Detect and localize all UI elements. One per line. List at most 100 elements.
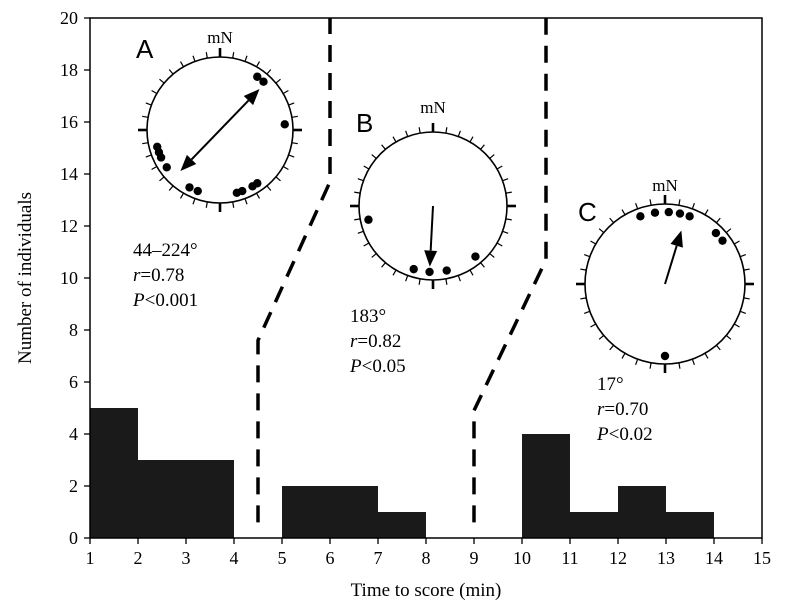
panel-a-compass-tick — [266, 69, 272, 75]
panel-b-data-point — [364, 215, 373, 224]
panel-a-data-point — [153, 142, 162, 152]
panel-a-compass-tick — [142, 115, 149, 118]
y-tick-label-12: 12 — [60, 216, 78, 236]
panel-a-compass-tick — [192, 198, 196, 205]
panel-a-compass-tick — [275, 78, 281, 84]
panel-b-compass-tick — [469, 269, 474, 276]
panel-b-compass-tick — [480, 262, 485, 268]
panel-a-compass-tick — [205, 201, 208, 208]
panel-b-compass-tick — [489, 253, 495, 258]
panel-a-north-label: mN — [207, 28, 233, 47]
panel-c-data-point — [650, 208, 660, 217]
panel-b-compass-tick — [502, 178, 509, 182]
y-tick-label-10: 10 — [60, 268, 78, 288]
histogram-bar-5 — [378, 512, 426, 538]
panel-b-compass-tick — [480, 144, 485, 150]
panel-a-compass-tick — [151, 165, 158, 171]
panel-letter-b: B — [356, 108, 373, 138]
panel-c-compass-tick — [590, 240, 597, 245]
panel-a-compass-tick — [255, 61, 261, 68]
x-tick-label-13: 13 — [657, 548, 675, 568]
panel-a-data-point — [253, 72, 262, 81]
panel-b-north-label: mN — [420, 98, 446, 117]
panel-c-compass-tick — [598, 334, 605, 340]
panel-b-compass-tick — [496, 165, 503, 170]
x-tick-label-14: 14 — [705, 548, 723, 568]
panel-b-data-point — [409, 264, 418, 274]
histogram-bar-4 — [330, 486, 378, 538]
panel-c-compass-tick — [739, 254, 747, 258]
histogram-bar-9 — [666, 512, 714, 538]
panel-a-compass-tick — [244, 55, 248, 62]
panel-b-compass-tick — [363, 242, 370, 247]
histogram-bar-2 — [186, 460, 234, 538]
panel-b-compass-tick — [354, 218, 361, 221]
panel-letter-c: C — [578, 197, 597, 227]
panel-c-data-point — [636, 212, 645, 221]
panel-a-data-point — [185, 183, 194, 192]
bars-layer — [90, 408, 714, 538]
panel-b-compass-tick — [457, 275, 461, 282]
panel-c-data-point — [685, 212, 694, 221]
panel-c-compass-tick — [609, 344, 615, 351]
panel-c-data-point — [718, 236, 727, 245]
panel-a-compass-tick — [192, 55, 196, 62]
x-tick-label-5: 5 — [278, 548, 287, 568]
panel-c-data-point — [675, 209, 685, 218]
panel-b-data-point — [425, 267, 434, 277]
panel-a-compass-tick — [288, 102, 295, 106]
panel-b-angle-text: 183° — [350, 306, 386, 327]
panel-b-mean-arrowhead — [424, 250, 438, 267]
panel-b-r-text: r=0.82 — [350, 331, 401, 352]
panel-b-compass-tick — [496, 242, 503, 247]
panel-c-p-text: P<0.02 — [596, 424, 653, 445]
panel-c-north-label: mN — [652, 176, 678, 195]
panel-a-compass-tick — [244, 198, 248, 205]
panel-b-compass-tick — [418, 127, 421, 134]
panel-b-compass-tick — [502, 230, 509, 234]
y-tick-label-20: 20 — [60, 8, 78, 28]
panel-c-compass-tick — [691, 358, 695, 366]
panel-a-compass-tick — [282, 89, 289, 95]
y-tick-label-18: 18 — [60, 60, 78, 80]
x-tick-label-2: 2 — [134, 548, 143, 568]
panel-a-compass-tick — [232, 201, 235, 208]
x-axis-title: Time to score (min) — [351, 580, 502, 601]
panel-b-compass-tick — [405, 275, 409, 282]
panel-b-compass-tick — [457, 130, 461, 137]
panel-a-compass-tick — [291, 115, 298, 118]
y-tick-label-8: 8 — [69, 320, 78, 340]
panel-a-data-point — [248, 182, 257, 191]
panel-a-compass-tick — [179, 192, 185, 199]
panel-b-compass-tick — [392, 269, 397, 276]
panel-b-compass-tick — [505, 218, 512, 221]
panel-b-compass-tick — [418, 278, 421, 285]
panel-a-compass-tick — [168, 185, 174, 191]
panel-b-compass-tick — [505, 191, 512, 194]
panel-c-compass-tick — [704, 352, 709, 359]
dividers-layer — [256, 18, 548, 523]
panel-b-compass-tick — [445, 278, 448, 285]
histogram-bar-0 — [90, 408, 138, 538]
panel-c-compass-tick — [715, 217, 721, 224]
circular-panel-c: C mN 17° r=0.70 P<0.02 — [576, 176, 754, 445]
panel-a-compass-tick — [266, 185, 272, 191]
panel-c-compass-tick — [583, 254, 591, 258]
y-tick-label-16: 16 — [60, 112, 78, 132]
panel-c-data-point — [711, 228, 721, 238]
panel-b-compass-tick — [363, 165, 370, 170]
panel-b-data-point — [471, 252, 480, 261]
panel-c-mean-arrowhead — [670, 230, 683, 248]
panel-a-compass-tick — [255, 192, 261, 199]
dashed-divider-0 — [256, 18, 332, 523]
panel-a-mean-arrowhead-reverse — [180, 154, 197, 171]
x-tick-label-8: 8 — [422, 548, 431, 568]
x-tick-label-4: 4 — [230, 548, 239, 568]
panel-c-data-point — [664, 207, 673, 217]
panel-c-compass-tick — [609, 217, 615, 224]
panel-c-r-text: r=0.70 — [597, 399, 648, 420]
panel-b-compass-tick — [371, 154, 377, 159]
panel-b-compass-tick — [489, 154, 495, 159]
